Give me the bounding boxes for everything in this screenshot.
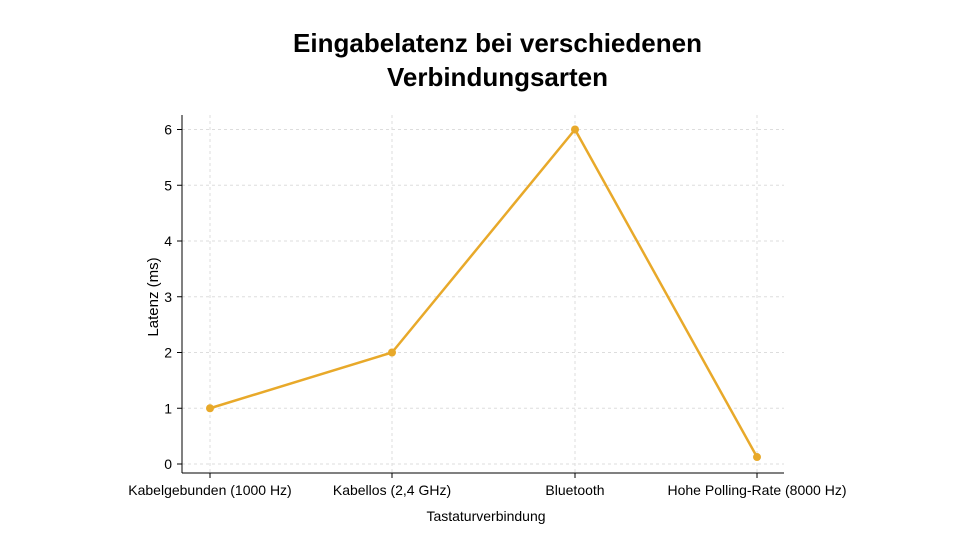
axes xyxy=(181,115,784,474)
data-point xyxy=(571,125,579,134)
chart-title-line-2: Verbindungsarten xyxy=(386,62,609,92)
y-ticks: 0 1 2 3 4 5 6 xyxy=(164,122,182,472)
y-tick-label: 1 xyxy=(164,400,172,416)
data-point xyxy=(753,453,761,462)
y-tick-label: 5 xyxy=(164,177,172,193)
y-axis-label: Latenz (ms) xyxy=(145,257,162,336)
y-tick-label: 3 xyxy=(164,289,172,305)
y-tick-label: 2 xyxy=(164,345,172,361)
y-tick-label: 6 xyxy=(164,122,172,138)
grid xyxy=(182,115,784,473)
data-point xyxy=(206,404,214,413)
x-ticks: Kabelgebunden (1000 Hz) Kabellos (2,4 GHz… xyxy=(128,473,846,498)
chart-title-line-1: Eingabelatenz bei verschiedenen xyxy=(293,28,702,58)
series-line xyxy=(209,128,759,458)
y-tick-label: 4 xyxy=(164,233,172,249)
x-axis-label: Tastaturverbindung xyxy=(426,508,545,524)
x-tick-label: Kabellos (2,4 GHz) xyxy=(333,482,451,498)
data-point xyxy=(388,348,396,357)
y-tick-label: 0 xyxy=(164,456,172,472)
x-tick-label: Bluetooth xyxy=(545,482,604,498)
x-tick-label: Kabelgebunden (1000 Hz) xyxy=(128,482,291,498)
chart-title: Eingabelatenz bei verschiedenen Verbindu… xyxy=(0,26,960,94)
series xyxy=(206,125,761,462)
x-tick-label: Hohe Polling-Rate (8000 Hz) xyxy=(668,482,847,498)
